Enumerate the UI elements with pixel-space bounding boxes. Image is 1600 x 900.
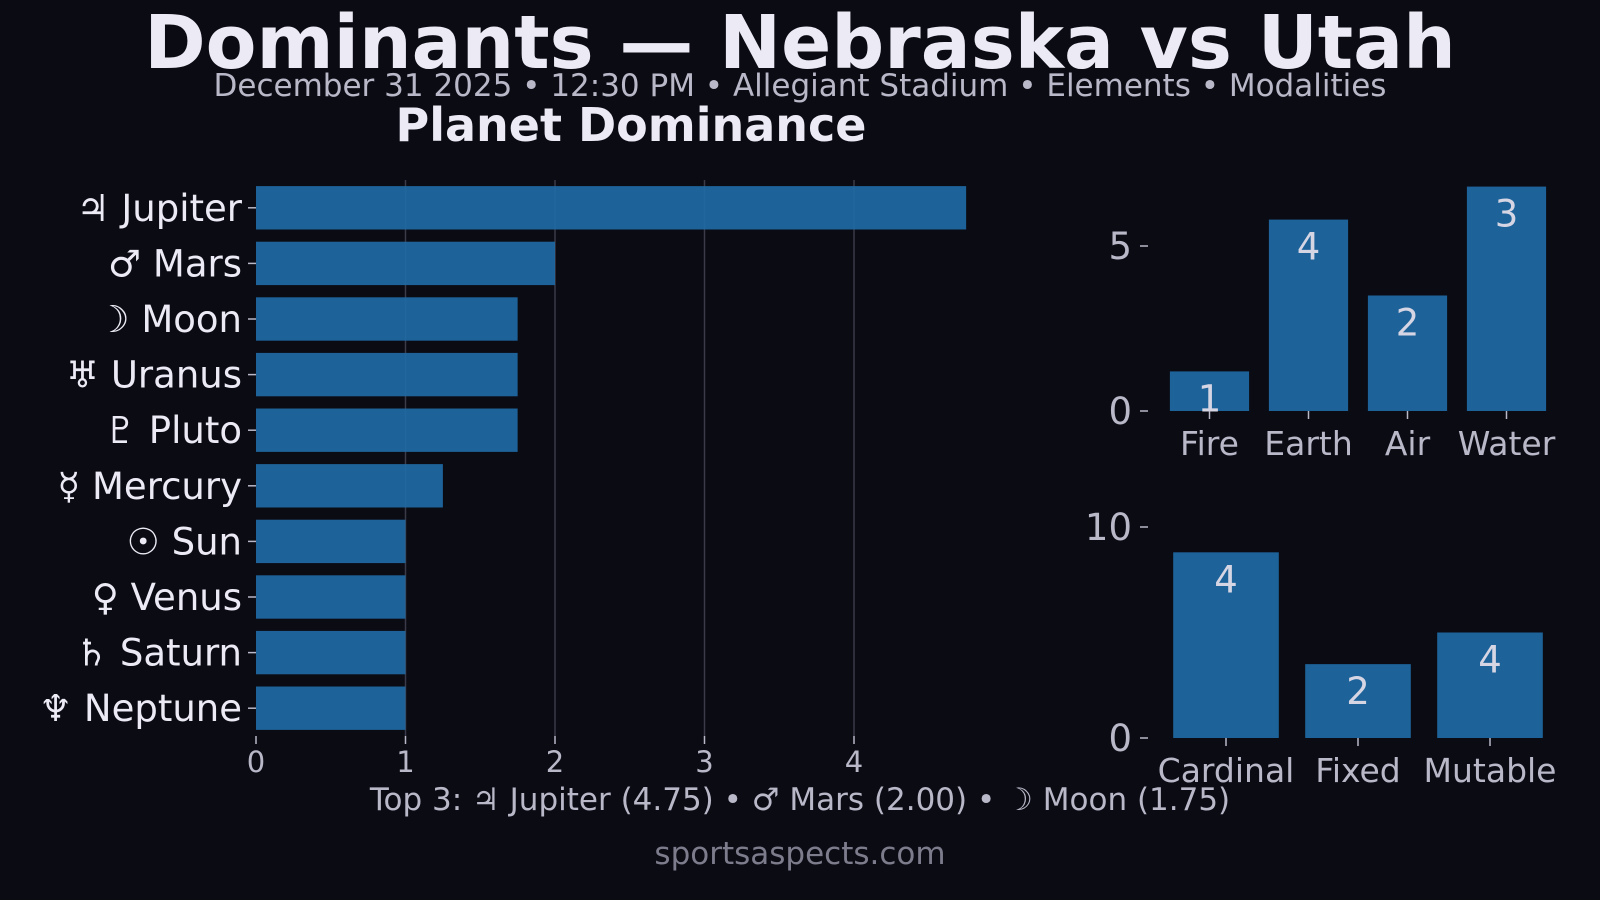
modality-bar xyxy=(1173,552,1279,738)
modality-data-label: 2 xyxy=(1346,670,1370,713)
planet-bar xyxy=(256,297,518,341)
planet-bar xyxy=(256,686,406,730)
modality-data-label: 4 xyxy=(1214,558,1238,601)
planet-label: ♅ Uranus xyxy=(66,354,242,397)
y-tick-label: 0 xyxy=(1108,390,1132,433)
watermark: sportsaspects.com xyxy=(654,836,946,872)
planet-label: ☽ Moon xyxy=(96,298,242,341)
main-title: Dominants — Nebraska vs Utah xyxy=(144,0,1456,86)
y-tick-label: 10 xyxy=(1085,506,1132,549)
element-bar xyxy=(1169,371,1250,411)
planet-bar xyxy=(256,630,406,675)
planet-chart-title: Planet Dominance xyxy=(395,98,867,152)
x-tick-label: 0 xyxy=(247,745,265,779)
element-category-label: Water xyxy=(1458,424,1556,463)
planet-bar xyxy=(256,519,406,564)
modality-data-label: 4 xyxy=(1478,639,1502,682)
planet-label: ☿ Mercury xyxy=(58,465,242,508)
planet-label: ♄ Saturn xyxy=(75,632,242,675)
modality-category-label: Cardinal xyxy=(1158,751,1295,790)
planet-label: ☉ Sun xyxy=(127,520,242,563)
planet-bar xyxy=(256,186,967,230)
x-tick-label: 3 xyxy=(695,745,713,779)
modality-category-label: Fixed xyxy=(1315,751,1401,790)
planet-bar xyxy=(256,241,555,286)
planet-bar xyxy=(256,464,443,508)
x-tick-label: 1 xyxy=(396,745,414,779)
element-data-label: 3 xyxy=(1495,193,1519,236)
planet-label: ♀ Venus xyxy=(92,576,242,619)
element-category-label: Earth xyxy=(1264,424,1353,463)
element-data-label: 1 xyxy=(1198,377,1222,420)
element-bar xyxy=(1367,295,1448,411)
modality-bar xyxy=(1305,664,1411,738)
x-tick-label: 4 xyxy=(845,745,863,779)
top3-note: Top 3: ♃ Jupiter (4.75) • ♂ Mars (2.00) … xyxy=(369,782,1231,818)
modality-bar xyxy=(1437,632,1543,738)
y-tick-label: 5 xyxy=(1108,225,1132,268)
x-tick-label: 2 xyxy=(546,745,564,779)
element-category-label: Air xyxy=(1385,424,1431,463)
element-bar xyxy=(1268,219,1349,411)
element-data-label: 2 xyxy=(1396,302,1420,345)
y-tick-label: 0 xyxy=(1108,717,1132,760)
planet-label: ♃ Jupiter xyxy=(76,187,242,230)
element-bar xyxy=(1466,186,1547,411)
modality-category-label: Mutable xyxy=(1424,751,1557,790)
planet-bar xyxy=(256,352,518,397)
planet-label: ♂ Mars xyxy=(108,242,242,285)
planet-label: ♇ Pluto xyxy=(104,409,242,452)
element-data-label: 4 xyxy=(1297,226,1321,269)
element-category-label: Fire xyxy=(1180,424,1239,463)
subtitle: December 31 2025 • 12:30 PM • Allegiant … xyxy=(213,68,1387,104)
planet-label: ♆ Neptune xyxy=(39,687,242,730)
planet-bar xyxy=(256,575,406,619)
planet-bar xyxy=(256,408,518,452)
